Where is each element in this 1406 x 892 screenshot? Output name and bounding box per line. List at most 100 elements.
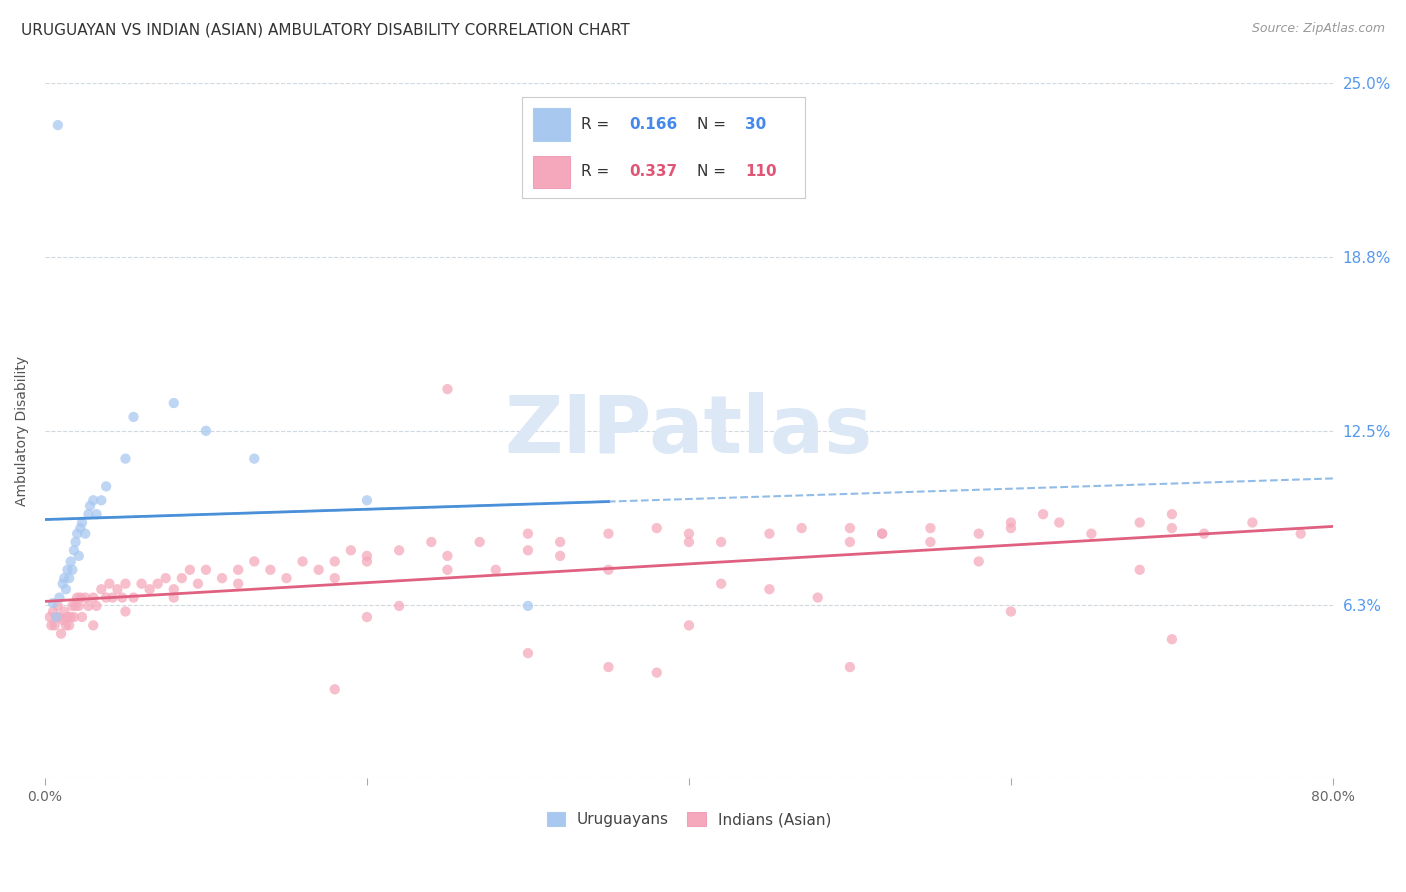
Point	[211, 571, 233, 585]
Point	[107, 582, 129, 597]
Point	[839, 535, 862, 549]
Point	[340, 543, 363, 558]
Point	[226, 576, 249, 591]
Point	[598, 660, 620, 674]
Point	[598, 526, 620, 541]
Point	[1289, 526, 1312, 541]
Point	[170, 571, 193, 585]
Point	[52, 613, 75, 627]
Point	[53, 571, 76, 585]
Point	[67, 599, 90, 613]
Point	[46, 118, 69, 132]
Point	[710, 576, 733, 591]
Point	[1241, 516, 1264, 530]
Point	[1161, 507, 1184, 521]
Point	[485, 563, 508, 577]
Point	[259, 563, 281, 577]
Point	[45, 610, 67, 624]
Point	[194, 424, 217, 438]
Point	[122, 409, 145, 424]
Point	[59, 554, 82, 568]
Point	[41, 618, 63, 632]
Point	[323, 682, 346, 697]
Point	[67, 549, 90, 563]
Point	[66, 526, 89, 541]
Point	[323, 554, 346, 568]
Point	[1192, 526, 1215, 541]
Point	[111, 591, 134, 605]
Point	[70, 516, 93, 530]
Point	[163, 396, 186, 410]
Point	[243, 451, 266, 466]
Point	[323, 571, 346, 585]
Point	[122, 591, 145, 605]
Point	[291, 554, 314, 568]
Point	[60, 563, 83, 577]
Point	[55, 582, 77, 597]
Point	[187, 576, 209, 591]
Point	[1129, 563, 1152, 577]
Point	[101, 591, 124, 605]
Point	[920, 535, 942, 549]
Point	[75, 591, 97, 605]
Point	[179, 563, 201, 577]
Point	[58, 571, 80, 585]
Point	[48, 610, 70, 624]
Point	[516, 543, 538, 558]
Point	[1000, 605, 1022, 619]
Point	[967, 554, 990, 568]
Point	[548, 549, 571, 563]
Point	[163, 591, 186, 605]
Point	[1047, 516, 1070, 530]
Text: ZIPatlas: ZIPatlas	[505, 392, 873, 470]
Point	[131, 576, 153, 591]
Point	[75, 526, 97, 541]
Point	[839, 660, 862, 674]
Point	[645, 521, 668, 535]
Point	[226, 563, 249, 577]
Point	[807, 591, 830, 605]
Point	[79, 499, 101, 513]
Point	[194, 563, 217, 577]
Point	[678, 526, 700, 541]
Point	[94, 479, 117, 493]
Point	[60, 599, 83, 613]
Point	[516, 599, 538, 613]
Point	[516, 646, 538, 660]
Point	[138, 582, 160, 597]
Point	[146, 576, 169, 591]
Point	[758, 526, 780, 541]
Point	[98, 576, 121, 591]
Point	[55, 618, 77, 632]
Point	[468, 535, 491, 549]
Point	[82, 493, 104, 508]
Point	[276, 571, 298, 585]
Point	[82, 591, 104, 605]
Point	[65, 535, 87, 549]
Point	[86, 599, 108, 613]
Point	[90, 582, 112, 597]
Point	[45, 610, 67, 624]
Point	[56, 563, 79, 577]
Point	[1161, 632, 1184, 647]
Point	[63, 610, 86, 624]
Point	[114, 576, 136, 591]
Point	[356, 549, 378, 563]
Point	[678, 535, 700, 549]
Point	[69, 521, 91, 535]
Point	[63, 543, 86, 558]
Point	[388, 599, 411, 613]
Point	[1000, 516, 1022, 530]
Point	[94, 591, 117, 605]
Point	[839, 521, 862, 535]
Text: Source: ZipAtlas.com: Source: ZipAtlas.com	[1251, 22, 1385, 36]
Point	[356, 493, 378, 508]
Point	[243, 554, 266, 568]
Point	[645, 665, 668, 680]
Point	[678, 618, 700, 632]
Point	[436, 382, 458, 396]
Point	[52, 576, 75, 591]
Point	[114, 451, 136, 466]
Point	[163, 582, 186, 597]
Point	[38, 610, 60, 624]
